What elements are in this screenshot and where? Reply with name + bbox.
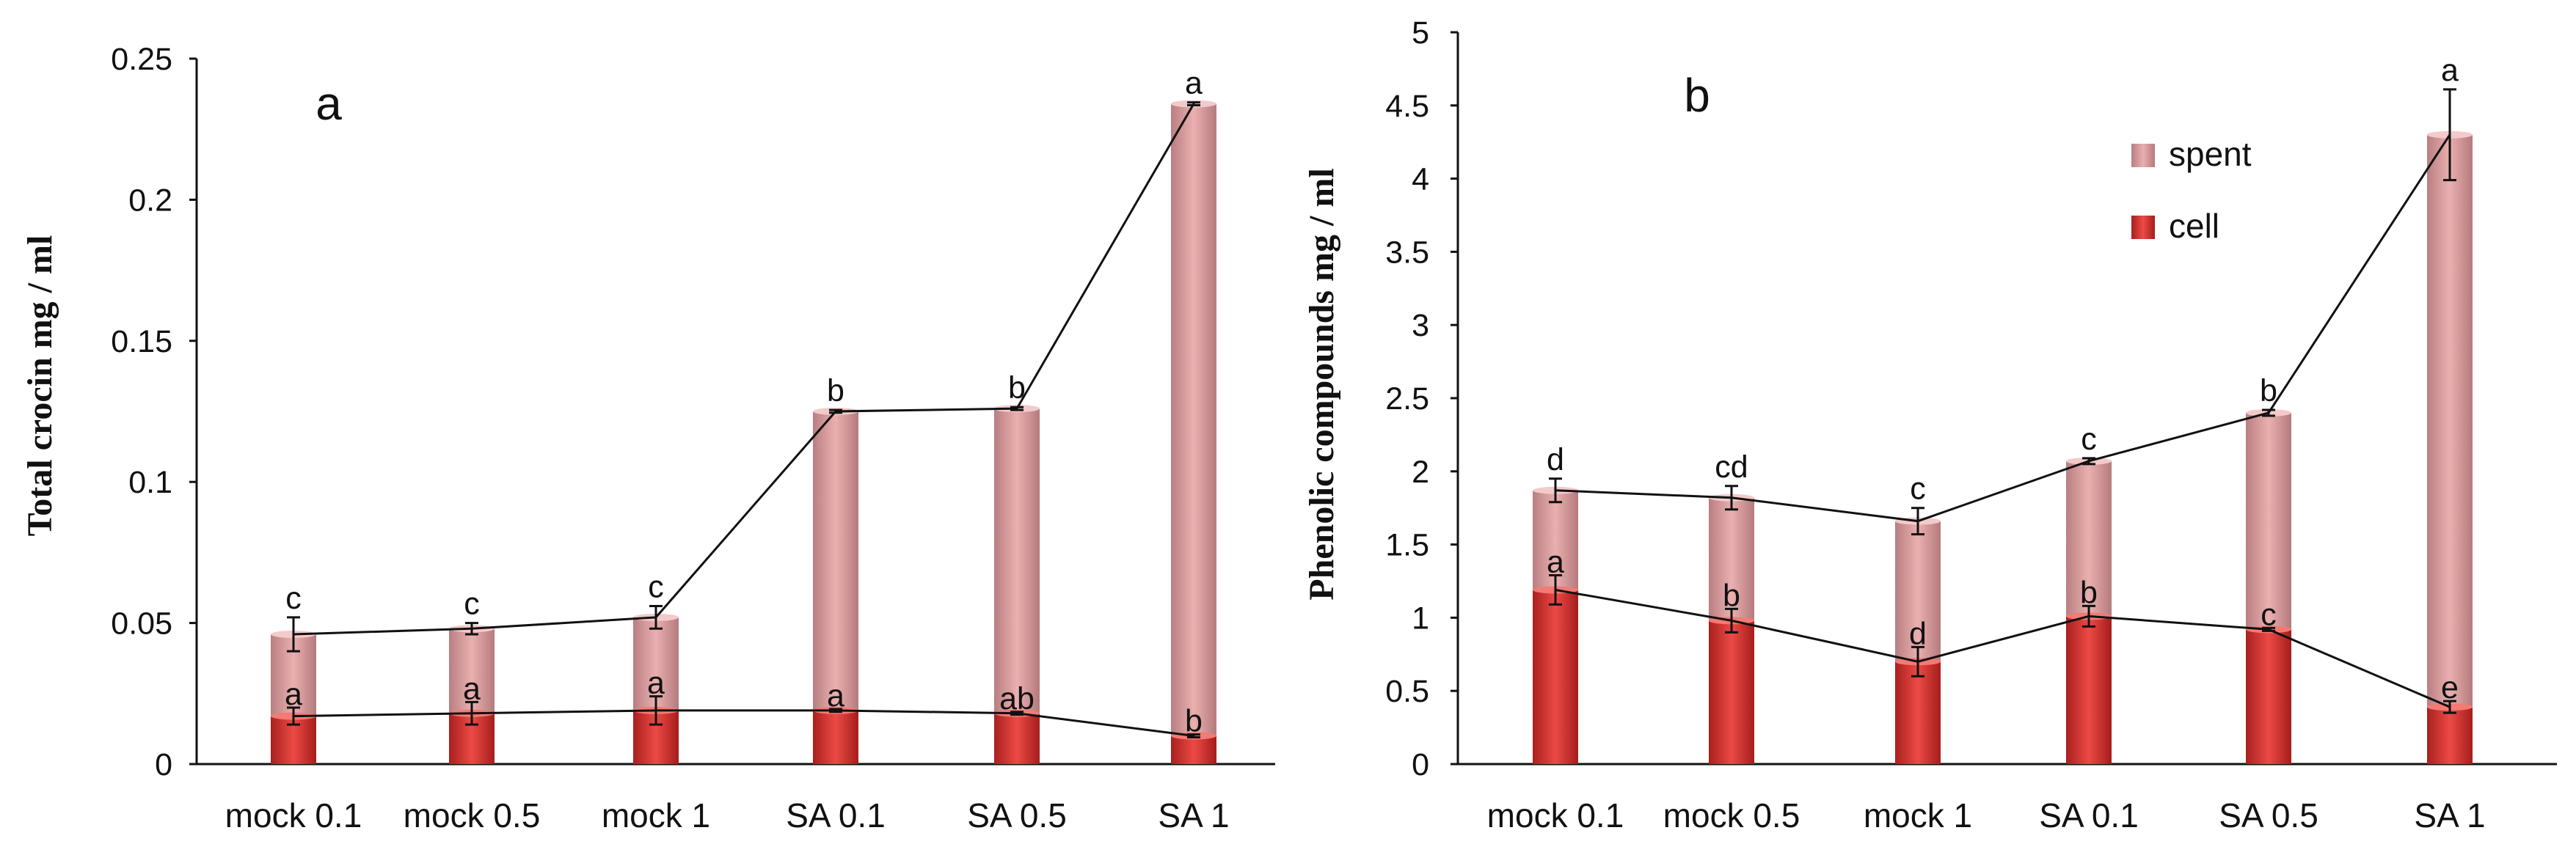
chart-b-category-label: mock 1 bbox=[1864, 796, 1972, 834]
chart-a-plot: 0 0.05 0.1 0.15 0.2 0.25 mock 0.1 mock 0.5 mock … bbox=[111, 42, 1275, 834]
chart-a-bar-cell bbox=[1171, 735, 1216, 764]
chart-b-bar-spent bbox=[1895, 521, 1941, 662]
chart-a-category-label: mock 0.5 bbox=[404, 796, 541, 834]
chart-a-ytick-label: 0.15 bbox=[111, 324, 172, 359]
chart-b-ytick-label: 2 bbox=[1412, 455, 1429, 490]
chart-a-sig-letter-spent: c bbox=[285, 581, 302, 616]
chart-a-sig-letter-cell: a bbox=[285, 677, 302, 712]
chart-panel-a: Total crocin mg / ml a 0 0.05 0.1 0.15 0.2 0.… bbox=[21, 42, 1275, 834]
chart-b-panel-label: b bbox=[1684, 69, 1710, 122]
chart-b-sig-letter-cell: b bbox=[2080, 575, 2098, 610]
chart-b-bar-cell bbox=[1533, 590, 1578, 764]
chart-a-category-label: mock 0.1 bbox=[225, 796, 362, 834]
chart-a-category-label: SA 1 bbox=[1158, 796, 1229, 834]
chart-b-bar-spent bbox=[2246, 412, 2291, 630]
chart-b-category-label: mock 0.1 bbox=[1487, 796, 1624, 834]
chart-b-bar-spent bbox=[2066, 460, 2112, 617]
chart-b-sig-letter-spent: d bbox=[1547, 442, 1564, 477]
chart-a-sig-letter-cell: a bbox=[647, 666, 665, 701]
chart-b-sig-letter-cell: e bbox=[2441, 670, 2459, 705]
chart-a-bar-spent bbox=[994, 408, 1040, 713]
chart-b-category-label: mock 0.5 bbox=[1663, 796, 1800, 834]
chart-a-sig-letter-cell: a bbox=[463, 671, 481, 706]
chart-b-ytick-label: 5 bbox=[1412, 15, 1429, 51]
chart-b-ytick-label: 1.5 bbox=[1385, 528, 1429, 563]
chart-a-category-label: SA 0.5 bbox=[967, 796, 1067, 834]
chart-a-ytick-label: 0.1 bbox=[128, 465, 172, 500]
chart-a-sig-letter-spent: b bbox=[1008, 370, 1026, 406]
chart-a-ylabel: Total crocin mg / ml bbox=[21, 235, 59, 537]
chart-a-category-label: SA 0.1 bbox=[786, 796, 886, 834]
chart-panel-b: Phenolic compounds mg / ml b 0 0.5 1 1.5 2 2.… bbox=[1302, 15, 2557, 834]
chart-a-sig-letter-spent: b bbox=[827, 373, 844, 408]
chart-a-ytick-label: 0.05 bbox=[111, 606, 172, 642]
chart-b-plot: 0 0.5 1 1.5 2 2.5 3 3.5 4 4.5 5 mock 0.1 mock 0.5 moc… bbox=[1385, 15, 2557, 834]
chart-a-sig-letter-cell: ab bbox=[999, 681, 1035, 716]
chart-b-sig-letter-spent: c bbox=[1910, 471, 1926, 507]
chart-a-category-label: mock 1 bbox=[602, 796, 710, 834]
chart-a-sig-letter-cell: a bbox=[827, 678, 844, 713]
chart-a-ytick-label: 0 bbox=[155, 747, 172, 782]
chart-b-bar-spent bbox=[2427, 134, 2473, 708]
chart-a-ytick-label: 0.25 bbox=[111, 42, 172, 77]
chart-b-line-cell bbox=[1555, 588, 2451, 708]
chart-a-sig-letter-spent: a bbox=[1185, 66, 1203, 101]
chart-b-sig-letter-cell: a bbox=[1547, 545, 1564, 580]
legend-cell-label: cell bbox=[2169, 207, 2219, 245]
chart-b-ytick-label: 0 bbox=[1412, 747, 1429, 782]
chart-b-bar-cell bbox=[1895, 661, 1941, 764]
chart-a-bar-spent bbox=[813, 411, 858, 711]
legend-spent-swatch bbox=[2131, 144, 2155, 167]
chart-b-ytick-label: 1 bbox=[1412, 601, 1429, 636]
chart-b-bar-cell bbox=[1709, 620, 1754, 764]
chart-b-legend: spent cell bbox=[2131, 135, 2252, 245]
chart-b-category-label: SA 0.1 bbox=[2039, 796, 2139, 834]
chart-a-sig-letter-spent: c bbox=[464, 587, 480, 622]
chart-b-ytick-label: 4.5 bbox=[1385, 89, 1429, 124]
chart-a-line-cell bbox=[293, 709, 1194, 738]
chart-b-bar-cell bbox=[2246, 629, 2291, 764]
chart-b-category-label: SA 1 bbox=[2414, 796, 2485, 834]
chart-a-ytick-label: 0.2 bbox=[128, 183, 172, 218]
chart-b-ytick-label: 0.5 bbox=[1385, 674, 1429, 709]
chart-a-line-spent bbox=[293, 103, 1195, 636]
chart-b-sig-letter-cell: c bbox=[2261, 597, 2277, 632]
chart-b-ylabel: Phenolic compounds mg / ml bbox=[1302, 168, 1341, 600]
chart-b-sig-letter-spent: cd bbox=[1715, 449, 1748, 485]
chart-b-ytick-label: 3.5 bbox=[1385, 235, 1429, 270]
legend-cell-swatch bbox=[2131, 216, 2155, 239]
chart-b-ytick-label: 3 bbox=[1412, 308, 1429, 343]
chart-a-sig-letter-spent: c bbox=[648, 570, 664, 605]
chart-a-panel-label: a bbox=[315, 77, 342, 130]
chart-b-bar-spent bbox=[1533, 490, 1578, 590]
chart-b-sig-letter-spent: c bbox=[2081, 422, 2097, 457]
chart-a-bar-cell bbox=[994, 713, 1040, 764]
chart-a-bar-spent bbox=[633, 617, 679, 711]
chart-b-sig-letter-cell: d bbox=[1909, 616, 1927, 651]
chart-a-bar-spent bbox=[1171, 103, 1216, 736]
chart-b-line-spent bbox=[1555, 133, 2451, 523]
chart-b-sig-letter-cell: b bbox=[1723, 578, 1740, 613]
chart-a-sig-letter-cell: b bbox=[1185, 704, 1203, 739]
legend-spent-label: spent bbox=[2169, 135, 2252, 173]
chart-a-bar-cell bbox=[813, 710, 858, 764]
chart-b-bar-spent bbox=[1709, 497, 1754, 621]
chart-b-bar-cell bbox=[2427, 707, 2473, 764]
chart-a-bar-spent bbox=[449, 628, 495, 713]
chart-b-sig-letter-spent: b bbox=[2260, 373, 2277, 408]
chart-b-bar-cell bbox=[2066, 616, 2112, 764]
chart-b-category-label: SA 0.5 bbox=[2219, 796, 2318, 834]
chart-b-ytick-label: 2.5 bbox=[1385, 381, 1429, 417]
chart-b-sig-letter-spent: a bbox=[2441, 53, 2459, 88]
chart-b-ytick-label: 4 bbox=[1412, 162, 1429, 197]
